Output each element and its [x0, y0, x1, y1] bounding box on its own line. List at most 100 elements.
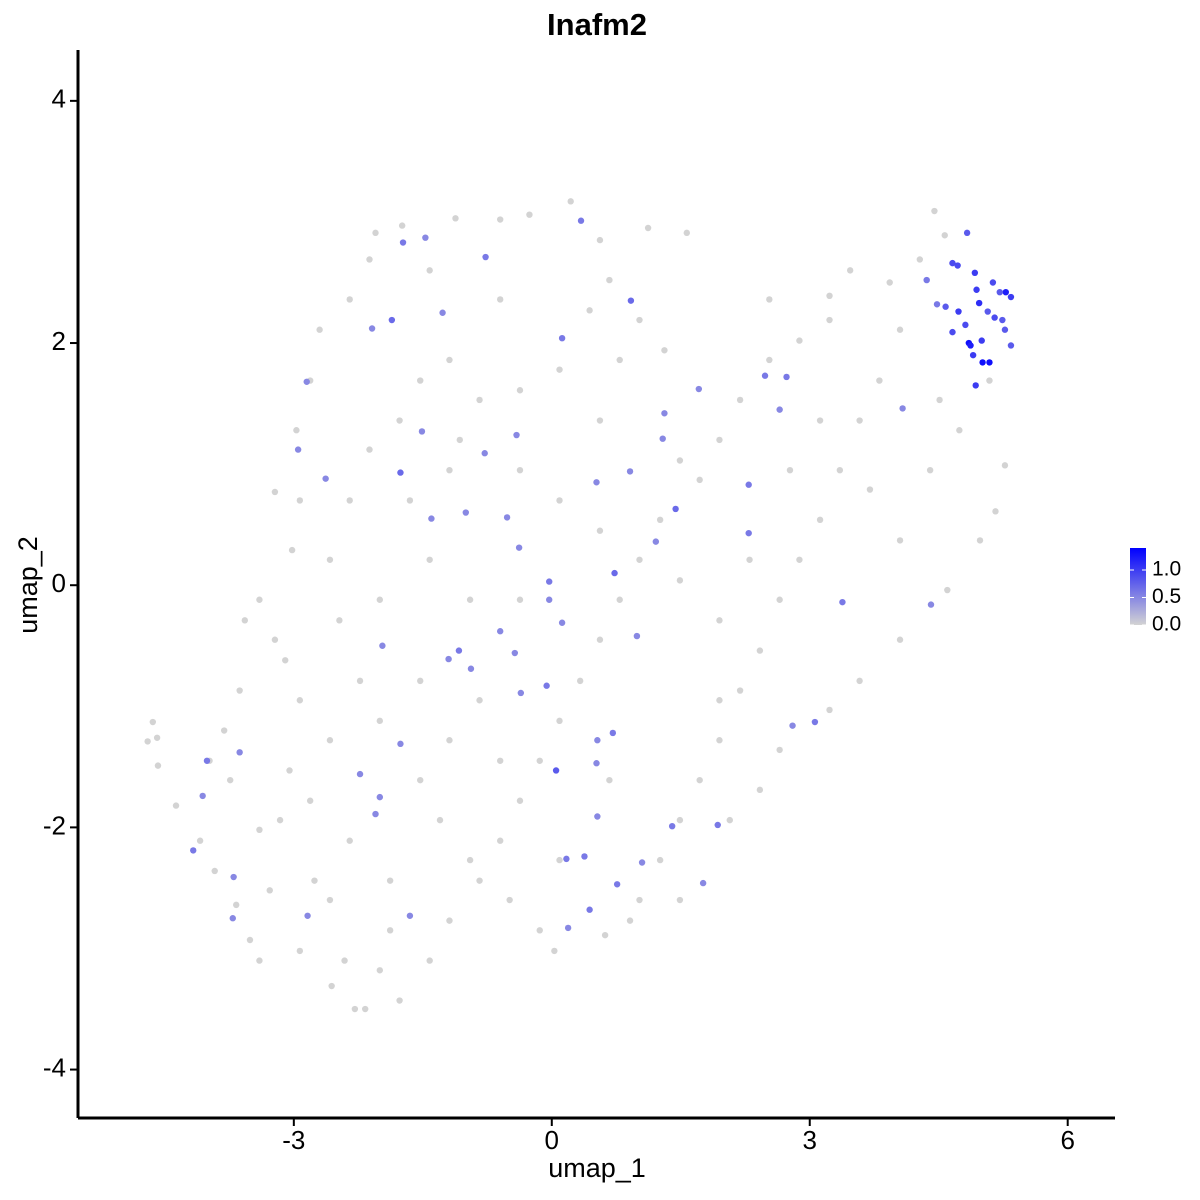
point: [616, 356, 623, 364]
point: [826, 706, 833, 714]
point: [476, 396, 483, 404]
point: [796, 556, 803, 563]
point: [417, 677, 424, 685]
y-tick-label: 4: [52, 84, 66, 114]
point: [609, 729, 617, 737]
point: [633, 632, 641, 640]
point: [976, 537, 984, 544]
point: [399, 239, 407, 246]
point: [563, 855, 570, 863]
point: [229, 915, 236, 922]
point: [975, 299, 983, 307]
point: [927, 601, 935, 608]
x-axis-label: umap_1: [548, 1153, 646, 1183]
point: [601, 931, 609, 939]
point: [776, 746, 783, 754]
point: [446, 917, 453, 924]
point: [992, 508, 999, 515]
point: [496, 837, 504, 844]
point: [896, 326, 904, 333]
point: [963, 229, 971, 237]
colorbar: [1130, 548, 1146, 625]
point: [627, 297, 635, 304]
x-tick-label: 6: [1060, 1125, 1074, 1155]
point: [398, 222, 406, 229]
x-tick-label: 0: [545, 1125, 559, 1155]
point: [467, 665, 475, 672]
point: [776, 596, 783, 603]
point: [556, 366, 563, 373]
point: [439, 309, 446, 316]
point: [668, 822, 676, 830]
point: [230, 873, 237, 881]
point: [552, 767, 560, 774]
y-tick-label: 0: [52, 568, 66, 598]
point: [696, 776, 703, 784]
point: [593, 479, 600, 486]
point: [876, 377, 883, 384]
point: [386, 877, 394, 884]
point: [190, 847, 197, 854]
point: [306, 797, 314, 804]
point: [696, 476, 703, 484]
point: [211, 867, 218, 875]
point: [481, 450, 488, 457]
point: [203, 757, 211, 764]
point: [796, 337, 803, 344]
point: [346, 837, 353, 844]
point: [596, 527, 604, 534]
point: [445, 655, 452, 663]
point: [596, 236, 604, 244]
point: [304, 912, 311, 919]
point: [564, 924, 572, 932]
point: [577, 217, 585, 224]
point: [418, 428, 426, 435]
point: [661, 410, 668, 417]
point: [376, 717, 384, 725]
point: [372, 229, 379, 237]
point: [896, 636, 904, 643]
y-tick-label: 2: [52, 326, 66, 356]
point: [941, 232, 948, 239]
point: [558, 334, 566, 342]
point: [567, 198, 574, 205]
point: [746, 556, 753, 563]
point: [556, 717, 563, 725]
point: [220, 727, 228, 734]
point: [556, 497, 563, 504]
point: [516, 596, 524, 603]
point: [386, 927, 394, 934]
point: [303, 378, 310, 385]
point: [736, 396, 744, 404]
point: [949, 328, 956, 336]
point: [196, 837, 204, 844]
point: [636, 556, 643, 563]
point: [699, 879, 707, 887]
point: [366, 446, 373, 453]
point: [311, 877, 318, 884]
point: [516, 387, 524, 394]
point: [973, 286, 980, 293]
point: [656, 516, 664, 524]
point: [417, 776, 424, 784]
point: [506, 896, 513, 904]
point: [816, 516, 824, 524]
point: [745, 529, 752, 537]
point: [446, 466, 453, 474]
point: [546, 596, 553, 603]
point: [736, 687, 744, 694]
point: [517, 689, 525, 697]
point: [606, 276, 613, 284]
point: [1007, 293, 1015, 301]
point: [683, 229, 690, 237]
point: [866, 486, 874, 493]
point: [515, 544, 523, 551]
point: [376, 596, 384, 603]
point: [955, 308, 962, 315]
point: [766, 356, 773, 364]
point: [543, 682, 550, 689]
point: [455, 647, 463, 654]
point: [466, 856, 474, 864]
point: [611, 569, 618, 577]
